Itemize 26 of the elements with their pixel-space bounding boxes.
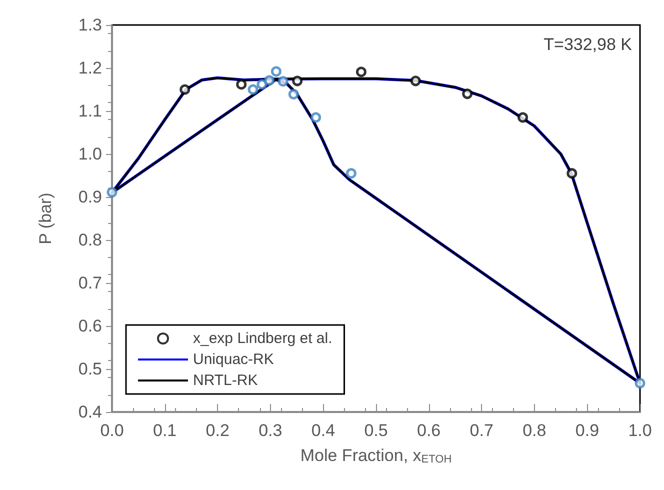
y-tick-label: 0.5 [78,360,102,378]
x-tick-label: 1.0 [628,421,652,440]
y-tick-label: 1.2 [78,58,102,78]
x-tick-label: 0.6 [416,421,441,440]
x-tick-label: 0.7 [470,421,494,440]
legend-label: x_exp Lindberg et al. [193,330,332,347]
annotation: T=332,98 K [544,35,633,54]
x-tick-label: 0.9 [575,421,600,440]
y-tick-label: 1.3 [78,16,102,34]
x-tick-label: 0.0 [100,421,124,440]
x-tick-label: 0.1 [152,421,177,440]
legend-label: NRTL-RK [193,372,258,389]
y-tick-label: 0.6 [78,316,102,336]
y-axis-title: P (bar) [36,192,55,244]
x-tick-label: 0.5 [364,421,388,440]
y-tick-label: 0.4 [78,402,102,422]
y-tick-label: 0.7 [78,274,102,292]
legend-label: Uniquac-RK [193,351,274,368]
y-tick-label: 0.9 [78,188,102,206]
y-tick-label: 1.1 [78,102,102,120]
y-tick-label: 0.8 [78,230,102,250]
x-tick-label: 0.2 [206,421,230,440]
x-tick-label: 0.4 [311,421,336,440]
y-tick-label: 1.0 [78,144,102,164]
x-tick-label: 0.3 [258,421,282,440]
x-tick-label: 0.8 [522,421,546,440]
